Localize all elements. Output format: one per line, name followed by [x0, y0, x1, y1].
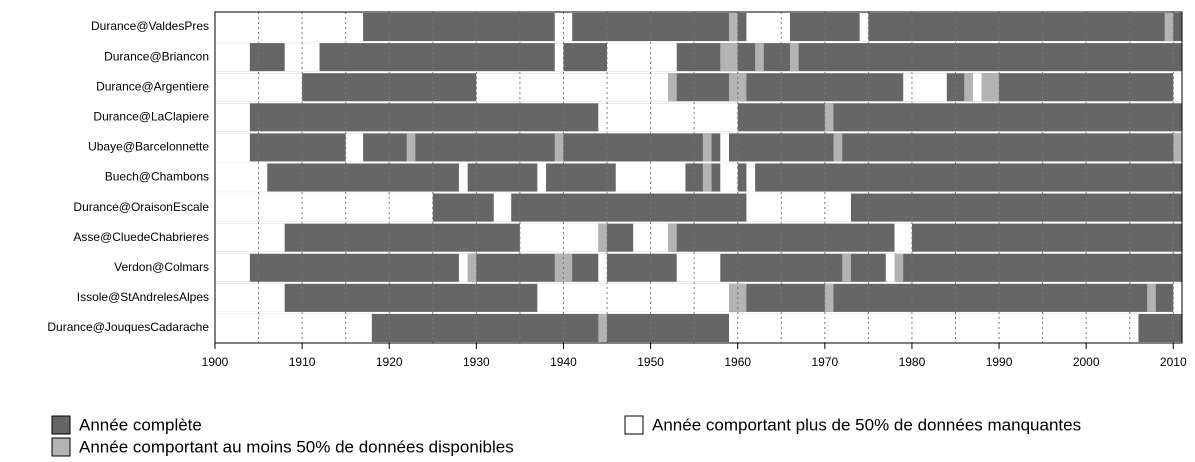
segment [458, 163, 468, 192]
segment [859, 13, 869, 42]
row-label: Verdon@Colmars [114, 260, 209, 274]
segment [467, 253, 477, 282]
segment [1173, 283, 1182, 312]
row-label: Durance@Argentiere [96, 79, 209, 93]
segment [728, 313, 1139, 342]
segment [554, 133, 564, 162]
segment [702, 133, 712, 162]
segment [458, 253, 468, 282]
segment [598, 103, 738, 132]
segment [720, 163, 738, 192]
segment [215, 283, 285, 312]
segment [215, 223, 285, 252]
segment [668, 223, 677, 252]
row-label: Ubaye@Barcelonnette [88, 140, 209, 154]
segment [215, 163, 1182, 192]
legend-swatch [51, 415, 71, 435]
segment [833, 133, 843, 162]
segment [598, 313, 608, 342]
segment [746, 13, 790, 42]
segment [215, 133, 1182, 162]
segment [406, 133, 416, 162]
segment [598, 253, 608, 282]
segment [215, 13, 1182, 42]
segment [215, 43, 250, 72]
segment [215, 73, 1182, 102]
row-label: Issole@StAndrelesAlpes [77, 290, 209, 304]
segment [607, 43, 677, 72]
segment [493, 193, 512, 222]
row-label: Asse@CluedeChabrieres [73, 230, 209, 244]
row-label: Durance@JouquesCadarache [47, 320, 209, 334]
segment [215, 43, 1182, 72]
segment [519, 223, 599, 252]
segment [215, 313, 372, 342]
segment [215, 103, 250, 132]
segment [537, 283, 729, 312]
segment [885, 253, 895, 282]
x-tick-label: 2010 [1160, 355, 1187, 369]
segment [702, 163, 712, 192]
segment [598, 223, 608, 252]
segment [1173, 73, 1182, 102]
segment [668, 73, 677, 102]
legend-label: Année comportant au moins 50% de données… [79, 437, 514, 456]
legend-label: Année comportant plus de 50% de données … [652, 415, 1081, 434]
segment [981, 73, 1000, 102]
segment [345, 133, 364, 162]
segment [1164, 13, 1174, 42]
segment [789, 43, 799, 72]
x-tick-label: 1980 [899, 355, 926, 369]
segment [720, 43, 738, 72]
segment [1147, 283, 1156, 312]
segment [824, 283, 834, 312]
segment [842, 253, 851, 282]
segment [554, 43, 564, 72]
legend-label: Année complète [79, 415, 202, 434]
row-label: Durance@OraisonEscale [73, 200, 209, 214]
x-tick-label: 1970 [811, 355, 838, 369]
segment [894, 223, 912, 252]
segment [215, 253, 250, 282]
x-tick-label: 2000 [1073, 355, 1100, 369]
segment [824, 103, 834, 132]
segment [537, 163, 547, 192]
plot-frame [214, 11, 1183, 344]
segment [964, 73, 973, 102]
segment [215, 193, 433, 222]
x-tick-label: 1900 [202, 355, 229, 369]
segment [720, 133, 729, 162]
segment [215, 13, 364, 42]
row-label: Durance@Briancon [104, 49, 209, 63]
segment [755, 43, 764, 72]
segment [894, 253, 904, 282]
row-label: Buech@Chambons [105, 170, 209, 184]
legend-swatch [51, 437, 71, 457]
segment [215, 163, 268, 192]
x-tick-label: 1960 [724, 355, 751, 369]
segment [972, 73, 982, 102]
segment [676, 253, 721, 282]
segment [1173, 133, 1182, 162]
segment [476, 73, 669, 102]
x-tick-label: 1930 [463, 355, 490, 369]
segment [215, 133, 250, 162]
segment [728, 13, 738, 42]
x-tick-label: 1910 [289, 355, 316, 369]
row-label: Durance@LaClapiere [93, 109, 209, 123]
row-label: Durance@ValdesPres [91, 19, 209, 33]
segment [903, 73, 947, 102]
x-tick-label: 1990 [986, 355, 1013, 369]
segment [746, 193, 851, 222]
x-tick-label: 1940 [550, 355, 577, 369]
segment [746, 163, 756, 192]
x-tick-label: 1950 [637, 355, 664, 369]
legend-swatch [624, 415, 644, 435]
segment [215, 223, 1182, 252]
x-tick-label: 1920 [376, 355, 403, 369]
